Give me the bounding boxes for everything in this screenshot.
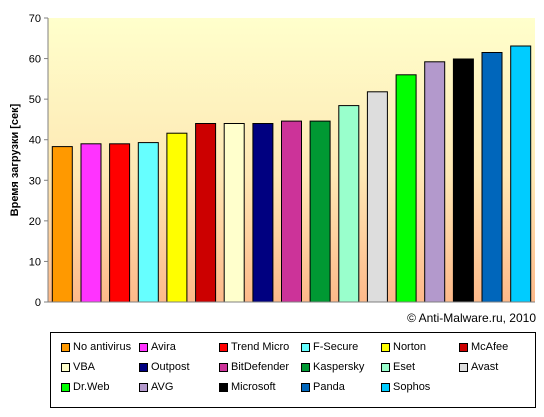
legend-label: AVG [151,381,174,393]
legend-swatch [381,362,390,372]
legend-item: Norton [381,340,426,354]
legend-item: Dr.Web [61,380,109,394]
y-tick-label: 50 [29,94,41,106]
bar-f-secure [137,142,159,303]
legend-label: BitDefender [231,361,290,373]
legend-swatch [219,342,228,352]
legend-label: VBA [73,361,96,373]
bar-dr-web [395,74,417,303]
legend-label: Outpost [151,361,190,373]
legend-item: F-Secure [301,340,358,354]
bar-no-antivirus [51,146,73,303]
bar-kaspersky [309,120,331,303]
legend-item: Panda [301,380,345,394]
legend-swatch [61,342,70,352]
legend-item: BitDefender [219,360,289,374]
legend-label: Avast [471,361,499,373]
legend-item: Avast [459,360,498,374]
bar-avira [80,143,102,303]
bar-microsoft [452,58,474,303]
legend-label: Eset [393,361,416,373]
legend-label: F-Secure [313,341,359,353]
legend-swatch [61,382,70,392]
y-tick-label: 20 [29,216,41,228]
legend-item: Eset [381,360,415,374]
bar-bitdefender [281,120,302,303]
bar-avast [366,91,388,303]
legend-item: Microsoft [219,380,276,394]
y-tick-label: 70 [29,13,41,25]
y-axis-label: Время загрузки [сек] [9,103,21,216]
copyright-text: © Anti-Malware.ru, 2010 [407,311,536,325]
bar-norton [166,132,188,303]
bar-mcafee [195,123,217,303]
bar-trend-micro [109,143,131,303]
legend-label: Kaspersky [313,361,365,373]
legend-label: McAfee [471,341,509,353]
legend-swatch [139,342,148,352]
bar-vba [223,123,245,303]
legend-swatch [219,382,228,392]
bar-sophos [510,45,532,303]
legend-item: Outpost [139,360,190,374]
legend-swatch [381,382,390,392]
legend-label: Norton [393,341,427,353]
legend-swatch [301,362,310,372]
legend-swatch [139,382,148,392]
legend-item: Kaspersky [301,360,364,374]
bar-avg [424,61,446,303]
legend-label: Dr.Web [73,381,110,393]
legend-item: VBA [61,360,95,374]
legend-item: No antivirus [61,340,131,354]
legend-item: Trend Micro [219,340,289,354]
legend-label: No antivirus [73,341,132,353]
legend-label: Sophos [393,381,431,393]
legend-swatch [219,362,228,372]
legend-swatch [381,342,390,352]
bar-panda [481,52,503,303]
y-tick-label: 60 [29,54,41,66]
y-tick-label: 30 [29,175,41,187]
bar-outpost [252,123,274,303]
y-tick-label: 0 [35,297,41,309]
legend-swatch [459,342,468,352]
y-tick-label: 10 [29,256,41,268]
legend-swatch [139,362,148,372]
legend: No antivirus Avira Trend Micro F-Secure Nort… [50,332,536,408]
legend-swatch [61,362,70,372]
legend-label: Avira [151,341,176,353]
legend-swatch [301,382,310,392]
legend-item: McAfee [459,340,508,354]
legend-item: AVG [139,380,173,394]
legend-label: Trend Micro [231,341,290,353]
chart: 0 10 20 30 40 50 60 70 Время загрузки [сек] [9,13,535,309]
y-tick-label: 40 [29,135,41,147]
legend-label: Microsoft [231,381,276,393]
bar-eset [338,105,360,303]
legend-label: Panda [313,381,345,393]
legend-item: Avira [139,340,176,354]
legend-swatch [301,342,310,352]
legend-swatch [459,362,468,372]
legend-item: Sophos [381,380,430,394]
